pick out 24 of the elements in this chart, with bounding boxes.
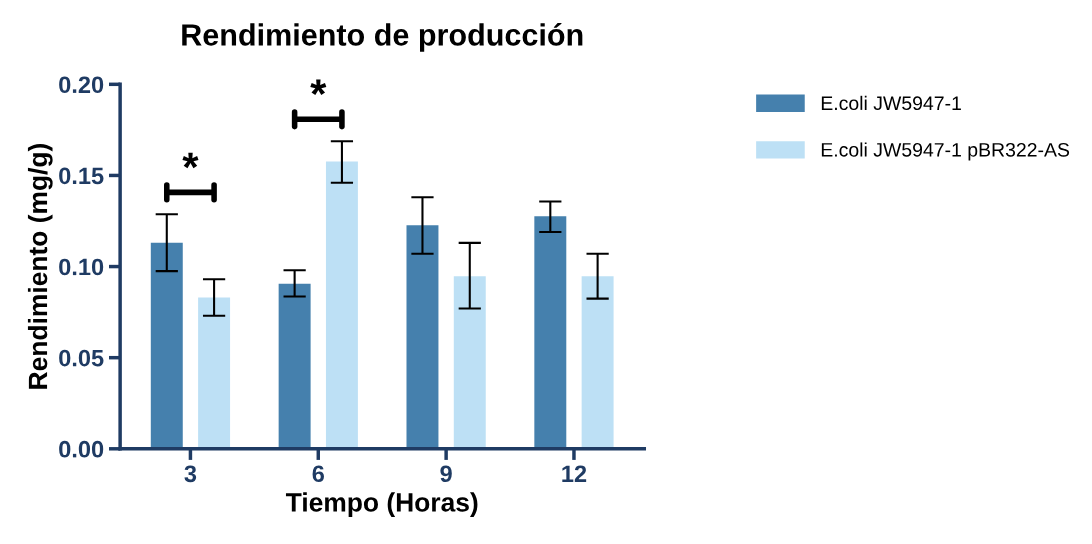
bar xyxy=(278,283,311,449)
legend-label: E.coli JW5947-1 pBR322-AS xyxy=(821,142,1070,161)
y-tick-label: 0.00 xyxy=(59,440,104,458)
bar xyxy=(406,225,439,449)
bar xyxy=(581,276,614,449)
bar xyxy=(453,276,486,449)
annotation: * xyxy=(182,152,199,169)
x-tick-label: 9 xyxy=(440,465,452,483)
chart-title: Rendimiento de producción xyxy=(182,23,583,52)
y-tick-label: 0.15 xyxy=(59,167,104,185)
y-tick-label: 0.20 xyxy=(59,76,104,94)
bar xyxy=(534,216,567,449)
legend-label: E.coli JW5947-1 xyxy=(821,95,961,111)
bar xyxy=(198,297,231,449)
bar xyxy=(150,242,183,449)
x-tick-label: 12 xyxy=(562,465,587,482)
y-axis-title: Rendimiento (mg/g) xyxy=(27,143,53,389)
x-tick-label: 6 xyxy=(312,465,324,483)
y-tick-label: 0.10 xyxy=(59,258,104,276)
x-tick-label: 3 xyxy=(184,465,197,483)
bar xyxy=(325,161,358,449)
annotation: * xyxy=(310,79,327,96)
y-tick-label: 0.05 xyxy=(59,349,104,367)
x-axis-title: Tiempo (Horas) xyxy=(285,492,478,517)
